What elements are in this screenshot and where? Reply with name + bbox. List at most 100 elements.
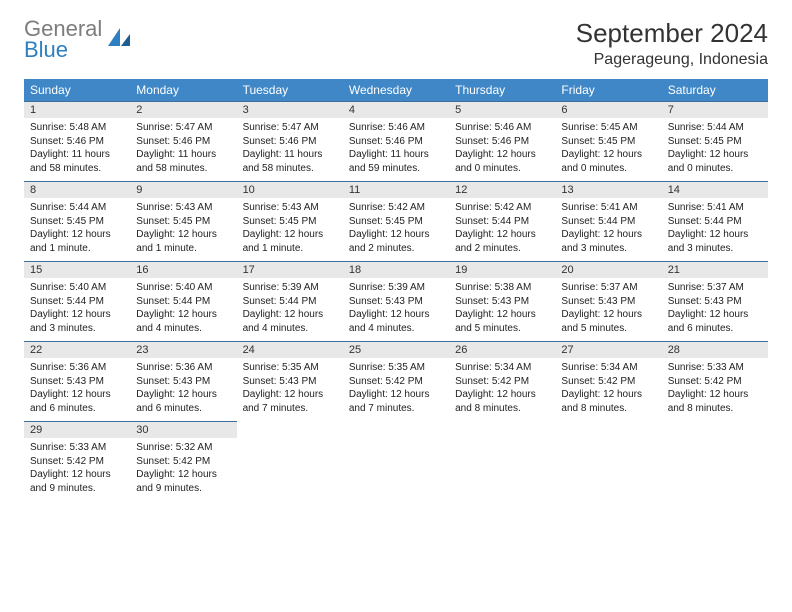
day-number: 2 (130, 102, 236, 118)
calendar-cell (662, 421, 768, 501)
day-cell: 7Sunrise: 5:44 AMSunset: 5:45 PMDaylight… (662, 101, 768, 181)
sunset-line: Sunset: 5:46 PM (30, 135, 124, 149)
sunrise-line: Sunrise: 5:32 AM (136, 441, 230, 455)
sunset-line: Sunset: 5:42 PM (136, 455, 230, 469)
sunrise-line: Sunrise: 5:41 AM (668, 201, 762, 215)
sunset-line: Sunset: 5:46 PM (243, 135, 337, 149)
day-details: Sunrise: 5:47 AMSunset: 5:46 PMDaylight:… (130, 118, 236, 181)
day-cell: 23Sunrise: 5:36 AMSunset: 5:43 PMDayligh… (130, 341, 236, 421)
sunrise-line: Sunrise: 5:37 AM (668, 281, 762, 295)
sunrise-line: Sunrise: 5:48 AM (30, 121, 124, 135)
daylight-line: Daylight: 12 hours and 1 minute. (243, 228, 337, 255)
daylight-line: Daylight: 12 hours and 6 minutes. (136, 388, 230, 415)
daylight-line: Daylight: 12 hours and 3 minutes. (668, 228, 762, 255)
calendar-cell: 24Sunrise: 5:35 AMSunset: 5:43 PMDayligh… (237, 341, 343, 421)
day-number: 5 (449, 102, 555, 118)
daylight-line: Daylight: 12 hours and 1 minute. (136, 228, 230, 255)
day-number: 4 (343, 102, 449, 118)
calendar-body: 1Sunrise: 5:48 AMSunset: 5:46 PMDaylight… (24, 101, 768, 501)
daylight-line: Daylight: 12 hours and 7 minutes. (243, 388, 337, 415)
logo-word2: Blue (24, 39, 102, 61)
day-cell: 30Sunrise: 5:32 AMSunset: 5:42 PMDayligh… (130, 421, 236, 501)
calendar-week-row: 22Sunrise: 5:36 AMSunset: 5:43 PMDayligh… (24, 341, 768, 421)
day-details: Sunrise: 5:40 AMSunset: 5:44 PMDaylight:… (24, 278, 130, 341)
calendar-cell: 11Sunrise: 5:42 AMSunset: 5:45 PMDayligh… (343, 181, 449, 261)
calendar-cell: 12Sunrise: 5:42 AMSunset: 5:44 PMDayligh… (449, 181, 555, 261)
sunset-line: Sunset: 5:43 PM (561, 295, 655, 309)
calendar-cell: 15Sunrise: 5:40 AMSunset: 5:44 PMDayligh… (24, 261, 130, 341)
daylight-line: Daylight: 12 hours and 9 minutes. (30, 468, 124, 495)
day-details: Sunrise: 5:34 AMSunset: 5:42 PMDaylight:… (449, 358, 555, 421)
day-cell: 27Sunrise: 5:34 AMSunset: 5:42 PMDayligh… (555, 341, 661, 421)
sunrise-line: Sunrise: 5:34 AM (455, 361, 549, 375)
sunrise-line: Sunrise: 5:45 AM (561, 121, 655, 135)
sunrise-line: Sunrise: 5:43 AM (243, 201, 337, 215)
sunset-line: Sunset: 5:43 PM (455, 295, 549, 309)
day-number: 27 (555, 342, 661, 358)
calendar-cell (555, 421, 661, 501)
calendar-cell: 28Sunrise: 5:33 AMSunset: 5:42 PMDayligh… (662, 341, 768, 421)
day-number: 17 (237, 262, 343, 278)
day-details: Sunrise: 5:37 AMSunset: 5:43 PMDaylight:… (662, 278, 768, 341)
daylight-line: Daylight: 12 hours and 7 minutes. (349, 388, 443, 415)
daylight-line: Daylight: 11 hours and 58 minutes. (136, 148, 230, 175)
day-cell: 26Sunrise: 5:34 AMSunset: 5:42 PMDayligh… (449, 341, 555, 421)
day-details: Sunrise: 5:42 AMSunset: 5:45 PMDaylight:… (343, 198, 449, 261)
day-details: Sunrise: 5:43 AMSunset: 5:45 PMDaylight:… (130, 198, 236, 261)
day-number: 6 (555, 102, 661, 118)
day-cell: 19Sunrise: 5:38 AMSunset: 5:43 PMDayligh… (449, 261, 555, 341)
sunrise-line: Sunrise: 5:35 AM (243, 361, 337, 375)
day-number: 21 (662, 262, 768, 278)
day-details: Sunrise: 5:33 AMSunset: 5:42 PMDaylight:… (662, 358, 768, 421)
sunset-line: Sunset: 5:42 PM (349, 375, 443, 389)
daylight-line: Daylight: 11 hours and 58 minutes. (30, 148, 124, 175)
calendar-cell: 6Sunrise: 5:45 AMSunset: 5:45 PMDaylight… (555, 101, 661, 181)
daylight-line: Daylight: 12 hours and 4 minutes. (243, 308, 337, 335)
calendar-cell: 10Sunrise: 5:43 AMSunset: 5:45 PMDayligh… (237, 181, 343, 261)
day-cell: 13Sunrise: 5:41 AMSunset: 5:44 PMDayligh… (555, 181, 661, 261)
day-details: Sunrise: 5:43 AMSunset: 5:45 PMDaylight:… (237, 198, 343, 261)
calendar-cell: 14Sunrise: 5:41 AMSunset: 5:44 PMDayligh… (662, 181, 768, 261)
calendar-cell: 19Sunrise: 5:38 AMSunset: 5:43 PMDayligh… (449, 261, 555, 341)
sunrise-line: Sunrise: 5:44 AM (30, 201, 124, 215)
day-cell: 18Sunrise: 5:39 AMSunset: 5:43 PMDayligh… (343, 261, 449, 341)
weekday-header: Tuesday (237, 79, 343, 101)
day-details: Sunrise: 5:39 AMSunset: 5:43 PMDaylight:… (343, 278, 449, 341)
day-cell: 5Sunrise: 5:46 AMSunset: 5:46 PMDaylight… (449, 101, 555, 181)
calendar-cell: 13Sunrise: 5:41 AMSunset: 5:44 PMDayligh… (555, 181, 661, 261)
calendar-cell: 26Sunrise: 5:34 AMSunset: 5:42 PMDayligh… (449, 341, 555, 421)
day-number: 23 (130, 342, 236, 358)
sunset-line: Sunset: 5:46 PM (136, 135, 230, 149)
day-number: 29 (24, 422, 130, 438)
day-number: 18 (343, 262, 449, 278)
sunset-line: Sunset: 5:42 PM (30, 455, 124, 469)
sunset-line: Sunset: 5:46 PM (455, 135, 549, 149)
day-number: 1 (24, 102, 130, 118)
header: General Blue September 2024 Pagerageung,… (24, 18, 768, 69)
calendar-cell (343, 421, 449, 501)
calendar-cell: 23Sunrise: 5:36 AMSunset: 5:43 PMDayligh… (130, 341, 236, 421)
day-details: Sunrise: 5:32 AMSunset: 5:42 PMDaylight:… (130, 438, 236, 501)
sunrise-line: Sunrise: 5:34 AM (561, 361, 655, 375)
calendar-cell: 20Sunrise: 5:37 AMSunset: 5:43 PMDayligh… (555, 261, 661, 341)
day-number: 8 (24, 182, 130, 198)
daylight-line: Daylight: 12 hours and 4 minutes. (349, 308, 443, 335)
sunset-line: Sunset: 5:44 PM (455, 215, 549, 229)
day-number: 20 (555, 262, 661, 278)
sunrise-line: Sunrise: 5:37 AM (561, 281, 655, 295)
sunrise-line: Sunrise: 5:40 AM (30, 281, 124, 295)
day-cell: 25Sunrise: 5:35 AMSunset: 5:42 PMDayligh… (343, 341, 449, 421)
sunrise-line: Sunrise: 5:42 AM (455, 201, 549, 215)
calendar-cell: 5Sunrise: 5:46 AMSunset: 5:46 PMDaylight… (449, 101, 555, 181)
day-cell: 20Sunrise: 5:37 AMSunset: 5:43 PMDayligh… (555, 261, 661, 341)
day-cell: 12Sunrise: 5:42 AMSunset: 5:44 PMDayligh… (449, 181, 555, 261)
calendar-cell: 22Sunrise: 5:36 AMSunset: 5:43 PMDayligh… (24, 341, 130, 421)
logo-text: General Blue (24, 18, 102, 61)
day-number: 24 (237, 342, 343, 358)
day-cell: 14Sunrise: 5:41 AMSunset: 5:44 PMDayligh… (662, 181, 768, 261)
day-details: Sunrise: 5:46 AMSunset: 5:46 PMDaylight:… (449, 118, 555, 181)
calendar-cell: 3Sunrise: 5:47 AMSunset: 5:46 PMDaylight… (237, 101, 343, 181)
daylight-line: Daylight: 12 hours and 0 minutes. (668, 148, 762, 175)
weekday-header: Sunday (24, 79, 130, 101)
day-cell: 17Sunrise: 5:39 AMSunset: 5:44 PMDayligh… (237, 261, 343, 341)
